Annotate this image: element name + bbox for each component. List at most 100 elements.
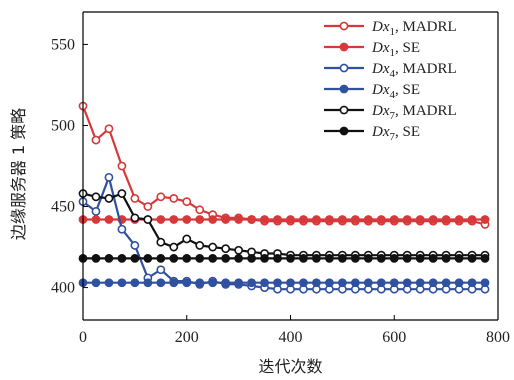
data-point <box>169 194 179 203</box>
data-point <box>208 278 218 288</box>
data-point <box>273 253 282 263</box>
axes <box>82 11 499 321</box>
data-point <box>428 215 438 224</box>
data-point <box>376 253 386 263</box>
data-point <box>117 224 127 234</box>
x-tick-label: 400 <box>279 329 303 346</box>
legend-item: Dx4, SE <box>324 82 420 101</box>
data-point <box>247 278 256 288</box>
data-point <box>299 253 308 263</box>
legend-item: Dx4, MADRL <box>324 61 457 80</box>
data-point <box>454 215 464 224</box>
legend-swatch-marker <box>339 21 349 31</box>
legend-swatch-marker <box>339 63 349 73</box>
data-point <box>221 253 231 263</box>
data-point <box>467 215 477 224</box>
data-point <box>260 278 269 288</box>
data-point <box>195 205 205 215</box>
data-point <box>130 253 140 263</box>
data-point <box>325 278 334 288</box>
data-point <box>286 215 295 224</box>
data-point <box>104 278 114 288</box>
data-point <box>104 253 114 263</box>
data-point <box>208 253 218 263</box>
data-point <box>376 278 386 288</box>
data-point <box>117 278 127 288</box>
data-point <box>143 253 153 263</box>
data-point <box>480 215 490 224</box>
data-point <box>325 215 334 224</box>
x-tick-label: 800 <box>486 329 510 346</box>
data-point <box>350 253 360 263</box>
data-point <box>156 265 166 275</box>
data-point <box>286 278 295 288</box>
data-point <box>156 278 166 288</box>
data-point <box>299 278 308 288</box>
data-point <box>337 278 347 288</box>
legend-label: Dx7, MADRL <box>371 103 457 122</box>
legend-label: Dx1, SE <box>371 40 420 59</box>
plot-area <box>78 101 490 294</box>
data-point <box>221 215 231 224</box>
data-point <box>299 215 308 224</box>
y-axis-title: 边缘服务器 1 策略 <box>9 108 28 240</box>
data-point <box>325 253 334 263</box>
legend-swatch-marker <box>339 42 349 52</box>
data-point <box>312 253 321 263</box>
data-point <box>480 278 490 288</box>
data-point <box>104 172 114 182</box>
data-point <box>234 245 244 255</box>
data-point <box>169 253 179 263</box>
data-point <box>91 192 101 202</box>
legend: Dx1, MADRL Dx1, SE Dx4, MADRL Dx4, SE Dx7, M… <box>324 19 457 143</box>
legend-label: Dx1, MADRL <box>371 19 457 38</box>
data-point <box>156 237 166 247</box>
data-point <box>454 278 464 288</box>
data-point <box>402 278 412 288</box>
y-tick-label: 450 <box>51 199 75 216</box>
data-point <box>182 197 192 207</box>
legend-swatch-marker <box>339 84 349 94</box>
data-point <box>130 194 140 203</box>
data-point <box>415 278 425 288</box>
legend-label: Dx4, SE <box>371 82 420 101</box>
legend-item: Dx1, MADRL <box>324 19 457 38</box>
data-point <box>182 278 192 288</box>
data-point <box>117 161 127 171</box>
series-3 <box>78 172 490 294</box>
y-tick-label: 400 <box>51 280 75 297</box>
data-point <box>91 206 101 216</box>
data-point <box>312 278 321 288</box>
x-tick-label: 600 <box>382 329 406 346</box>
data-point <box>363 215 373 224</box>
data-point <box>208 242 218 252</box>
data-point <box>195 278 205 288</box>
data-point <box>195 215 205 224</box>
data-point <box>454 253 464 263</box>
y-ticks: 400 450 500 550 <box>51 36 88 297</box>
data-point <box>91 253 101 263</box>
data-point <box>376 215 386 224</box>
data-point <box>337 253 347 263</box>
series-line <box>82 173 485 291</box>
data-point <box>221 244 231 254</box>
data-point <box>402 215 412 224</box>
data-point <box>91 135 101 145</box>
data-point <box>208 215 218 224</box>
x-axis-title: 迭代次数 <box>258 357 322 376</box>
y-tick-label: 550 <box>51 36 75 53</box>
data-point <box>156 215 166 224</box>
data-point <box>104 215 114 224</box>
legend-swatch-marker <box>339 105 349 115</box>
data-point <box>389 278 399 288</box>
data-point <box>337 215 347 224</box>
data-point <box>117 189 127 198</box>
data-point <box>389 215 399 224</box>
x-tick-label: 0 <box>79 329 87 346</box>
series-line <box>81 105 486 226</box>
data-point <box>91 215 101 224</box>
y-tick-label: 500 <box>51 117 75 134</box>
data-point <box>467 253 477 263</box>
data-point <box>247 215 256 224</box>
